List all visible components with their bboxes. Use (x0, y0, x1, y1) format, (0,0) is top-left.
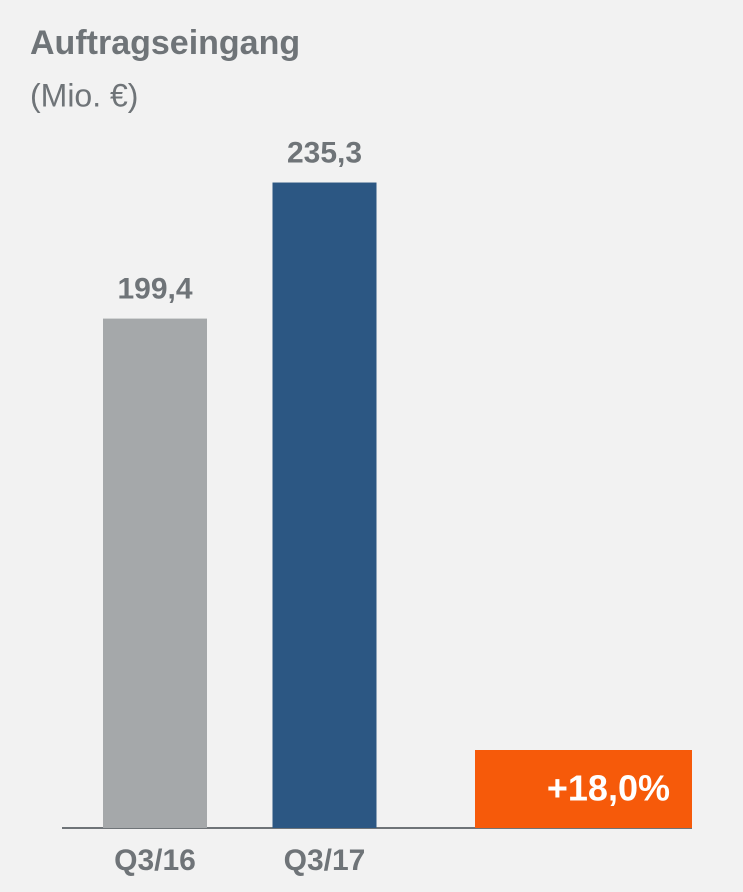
annotation: +18,0% (547, 768, 670, 809)
chart-title: Auftragseingang (30, 24, 300, 62)
value-label: 235,3 (287, 136, 362, 169)
value-label: 199,4 (117, 273, 192, 306)
x-tick-label: Q3/16 (114, 844, 196, 877)
chart-subtitle: (Mio. €) (30, 77, 138, 113)
bar (272, 182, 377, 828)
x-tick-label: Q3/17 (284, 844, 366, 877)
annotation-box (475, 750, 692, 828)
bar (103, 318, 207, 828)
